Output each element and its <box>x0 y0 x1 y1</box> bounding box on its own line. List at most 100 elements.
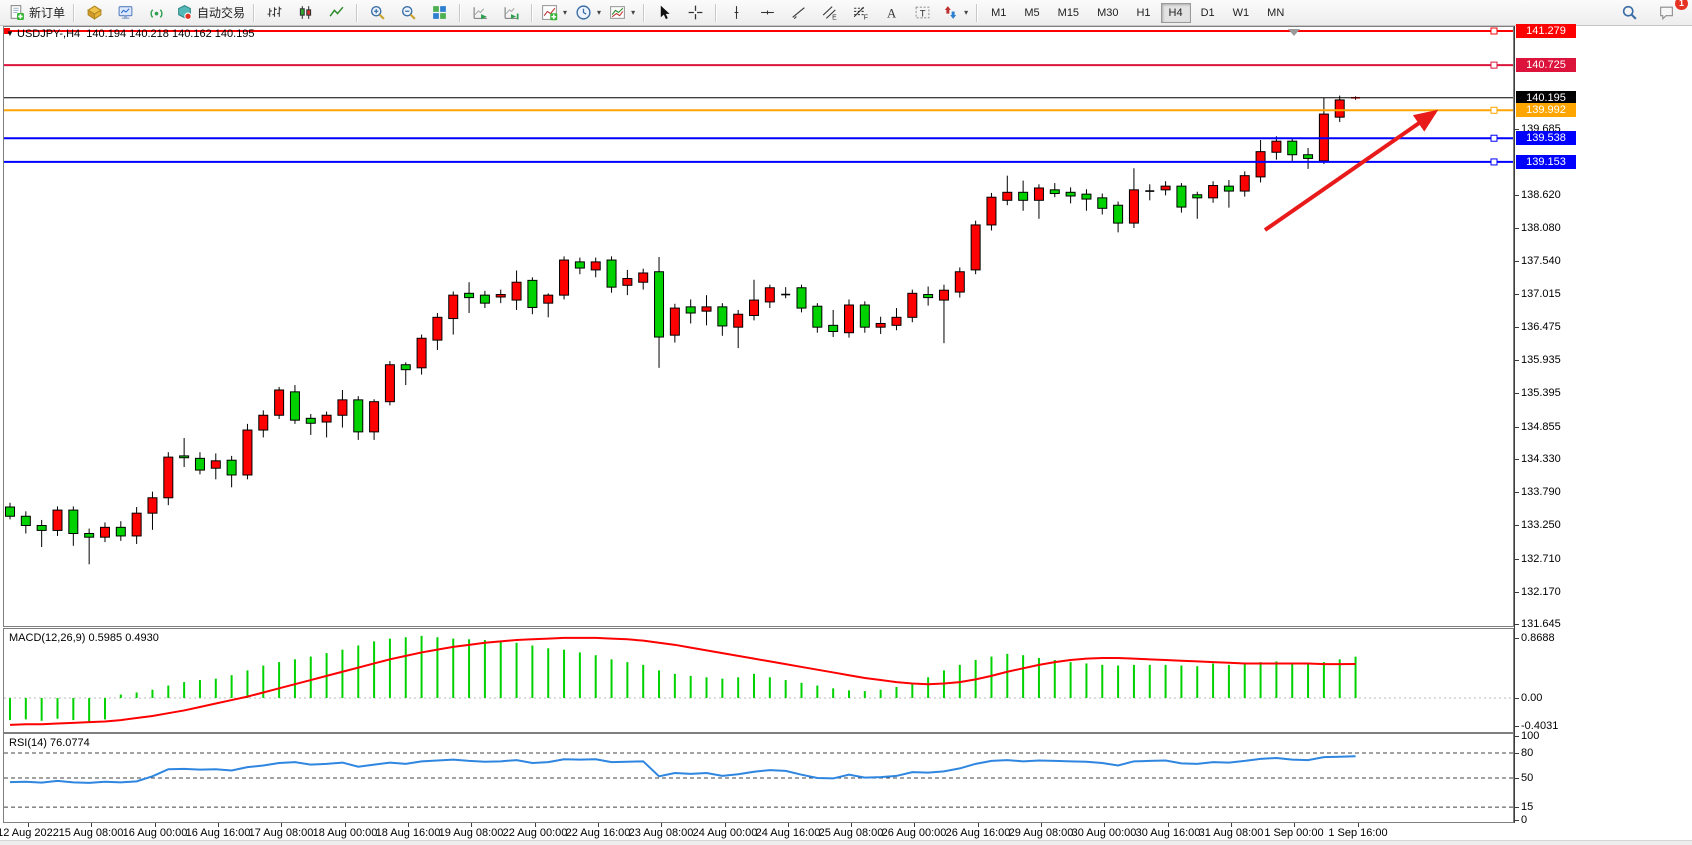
time-tick-label: 26 Aug 00:00 <box>881 827 947 839</box>
charts-window-button[interactable] <box>110 1 141 25</box>
line-price-tag: 139.538 <box>1516 131 1576 145</box>
rsi-chart <box>4 752 1513 808</box>
new-order-button[interactable]: 新订单 <box>4 1 69 25</box>
horizontal-line-icon <box>759 4 776 21</box>
window-edge <box>0 840 1692 845</box>
timeframe-button-M30[interactable]: M30 <box>1097 6 1119 19</box>
macd-signal-value: 0.4930 <box>125 632 159 644</box>
time-tick-label: 1 Sep 00:00 <box>1264 827 1324 839</box>
price-tick-label: 138.620 <box>1521 189 1561 201</box>
text-button[interactable]: A <box>876 1 907 25</box>
price-tick-label: 137.015 <box>1521 288 1561 300</box>
auto-trading-button[interactable]: 自动交易 <box>172 1 249 25</box>
line-price-tag: 141.279 <box>1516 24 1576 38</box>
price-tick-label: 133.790 <box>1521 486 1561 498</box>
toolbar-separator <box>715 3 718 22</box>
macd-panel[interactable]: MACD(12,26,9) 0.5985 0.4930 <box>3 628 1514 733</box>
price-tick-label: 132.710 <box>1521 553 1561 565</box>
fibonacci-icon: F <box>852 4 869 21</box>
line-anchor[interactable] <box>1490 61 1498 69</box>
dropdown-arrow-icon[interactable]: ▾ <box>597 8 602 17</box>
zoom-out-button[interactable] <box>393 1 424 25</box>
chart-shift-button[interactable] <box>496 1 527 25</box>
line-anchor[interactable] <box>1490 134 1498 142</box>
time-tick-label: 24 Aug 00:00 <box>692 827 758 839</box>
macd-tick-label: -0.4031 <box>1521 720 1559 732</box>
timeframe-button-D1[interactable]: D1 <box>1200 6 1215 19</box>
signals-button[interactable] <box>141 1 172 25</box>
timeframe-button-W1[interactable]: W1 <box>1232 6 1250 19</box>
rsi-label: RSI(14) 76.0774 <box>9 737 90 749</box>
dropdown-arrow-icon[interactable]: ▾ <box>964 8 969 17</box>
time-tick-label: 26 Aug 16:00 <box>945 827 1011 839</box>
signal-icon <box>148 4 165 21</box>
bar-chart-button[interactable] <box>259 1 290 25</box>
new-order-button-label: 新订单 <box>29 6 66 20</box>
timeframe-button-MN[interactable]: MN <box>1267 6 1285 19</box>
trend-arrow-object[interactable] <box>1263 109 1439 232</box>
time-tick-label: 1 Sep 16:00 <box>1328 827 1388 839</box>
rsi-panel[interactable]: RSI(14) 76.0774 <box>3 733 1514 823</box>
price-tick-label: 132.170 <box>1521 586 1561 598</box>
svg-text:E: E <box>832 14 837 21</box>
price-tick-label: 134.330 <box>1521 453 1561 465</box>
price-tick-label: 135.935 <box>1521 354 1561 366</box>
crosshair-button[interactable] <box>680 1 711 25</box>
periods-button[interactable]: ▾ <box>571 1 605 25</box>
line-anchor[interactable] <box>1490 158 1498 166</box>
templates-button[interactable]: ▾ <box>605 1 639 25</box>
toolbar-separator <box>253 3 256 22</box>
search-icon <box>1621 4 1638 21</box>
dropdown-arrow-icon[interactable]: ▾ <box>563 8 568 17</box>
timeframe-button-M5[interactable]: M5 <box>1024 6 1040 19</box>
time-tick-label: 25 Aug 08:00 <box>818 827 884 839</box>
vertical-line-button[interactable] <box>721 1 752 25</box>
candlestick-chart-button[interactable] <box>290 1 321 25</box>
line-chart-button[interactable] <box>321 1 352 25</box>
line-anchor[interactable] <box>4 28 10 34</box>
arrows-button[interactable]: ▾ <box>938 1 972 25</box>
bid-price-tag: 140.195 <box>1516 91 1576 105</box>
new-order-icon <box>8 4 25 21</box>
svg-text:F: F <box>864 14 868 21</box>
line-anchor[interactable] <box>1490 27 1498 35</box>
svg-text:T: T <box>920 8 926 19</box>
trendline-button[interactable] <box>783 1 814 25</box>
main-chart-panel[interactable] <box>3 26 1514 627</box>
candlestick-chart <box>4 27 1513 565</box>
objects-collapse-icon[interactable]: ▼ <box>6 29 14 38</box>
bar-chart-icon <box>266 4 283 21</box>
mql-market-button[interactable] <box>79 1 110 25</box>
chart-shift-marker[interactable] <box>1288 29 1300 36</box>
chart-shift-icon <box>503 4 520 21</box>
fibonacci-button[interactable]: F <box>845 1 876 25</box>
time-tick-label: 30 Aug 16:00 <box>1135 827 1201 839</box>
cursor-icon <box>656 4 673 21</box>
line-chart-icon <box>328 4 345 21</box>
toolbar-separator <box>531 3 534 22</box>
indicators-button[interactable]: ▾ <box>537 1 571 25</box>
channel-button[interactable]: E <box>814 1 845 25</box>
text-label-button[interactable]: T <box>907 1 938 25</box>
search-button[interactable] <box>1614 1 1645 25</box>
dropdown-arrow-icon[interactable]: ▾ <box>631 8 636 17</box>
zoom-in-button[interactable] <box>362 1 393 25</box>
price-tick-label: 138.080 <box>1521 222 1561 234</box>
horizontal-line-button[interactable] <box>752 1 783 25</box>
timeframe-button-M1[interactable]: M1 <box>991 6 1007 19</box>
timeframe-button-H1[interactable]: H1 <box>1136 6 1151 19</box>
time-tick-label: 22 Aug 00:00 <box>502 827 568 839</box>
timeframe-button-M15[interactable]: M15 <box>1057 6 1080 19</box>
time-tick-label: 15 Aug 08:00 <box>58 827 124 839</box>
auto-scroll-button[interactable] <box>465 1 496 25</box>
price-tick-label: 134.855 <box>1521 421 1561 433</box>
period-clock-icon <box>575 4 592 21</box>
timeframe-button-H4[interactable]: H4 <box>1160 2 1191 23</box>
time-tick-label: 12 Aug 2022 <box>0 827 59 839</box>
tile-windows-button[interactable] <box>424 1 455 25</box>
rsi-tick-label: 0 <box>1521 814 1528 826</box>
macd-main-value: 0.5985 <box>88 632 123 644</box>
notifications-button[interactable]: 1 <box>1651 0 1688 25</box>
line-anchor[interactable] <box>1490 106 1498 114</box>
cursor-button[interactable] <box>649 1 680 25</box>
